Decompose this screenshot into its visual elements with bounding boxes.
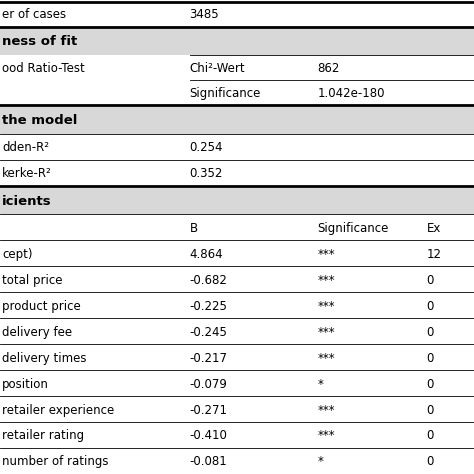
Text: 1.042e-180: 1.042e-180 <box>318 87 385 100</box>
Text: -0.271: -0.271 <box>190 403 228 417</box>
Text: 12: 12 <box>427 248 442 261</box>
Text: delivery fee: delivery fee <box>2 326 73 338</box>
Text: B: B <box>190 222 198 235</box>
Bar <box>0 188 474 214</box>
Text: 0: 0 <box>427 403 434 417</box>
Text: 4.864: 4.864 <box>190 248 223 261</box>
Text: ***: *** <box>318 326 335 338</box>
Text: -0.682: -0.682 <box>190 274 228 287</box>
Bar <box>0 28 474 55</box>
Text: Ex: Ex <box>427 222 441 235</box>
Text: retailer experience: retailer experience <box>2 403 115 417</box>
Text: *: * <box>318 456 323 468</box>
Text: kerke-R²: kerke-R² <box>2 167 52 180</box>
Text: ***: *** <box>318 403 335 417</box>
Text: 0: 0 <box>427 300 434 313</box>
Text: retailer rating: retailer rating <box>2 429 84 442</box>
Text: 0: 0 <box>427 378 434 391</box>
Text: 0: 0 <box>427 352 434 365</box>
Text: ***: *** <box>318 429 335 442</box>
Text: cept): cept) <box>2 248 33 261</box>
Text: *: * <box>318 378 323 391</box>
Text: -0.081: -0.081 <box>190 456 228 468</box>
Text: 0.254: 0.254 <box>190 141 223 155</box>
Text: -0.245: -0.245 <box>190 326 228 338</box>
Text: delivery times: delivery times <box>2 352 87 365</box>
Text: position: position <box>2 378 49 391</box>
Text: Chi²-Wert: Chi²-Wert <box>190 62 245 75</box>
Text: 0: 0 <box>427 326 434 338</box>
Text: -0.410: -0.410 <box>190 429 228 442</box>
Text: -0.225: -0.225 <box>190 300 228 313</box>
Text: total price: total price <box>2 274 63 287</box>
Text: 0: 0 <box>427 456 434 468</box>
Text: dden-R²: dden-R² <box>2 141 49 155</box>
Text: 0: 0 <box>427 274 434 287</box>
Text: the model: the model <box>2 114 78 127</box>
Text: icients: icients <box>2 194 52 208</box>
Text: Significance: Significance <box>190 87 261 100</box>
Text: number of ratings: number of ratings <box>2 456 109 468</box>
Text: 0: 0 <box>427 429 434 442</box>
Bar <box>0 107 474 134</box>
Text: 0.352: 0.352 <box>190 167 223 180</box>
Text: ***: *** <box>318 352 335 365</box>
Text: Significance: Significance <box>318 222 389 235</box>
Text: 3485: 3485 <box>190 8 219 21</box>
Text: er of cases: er of cases <box>2 8 66 21</box>
Text: ***: *** <box>318 300 335 313</box>
Text: ***: *** <box>318 248 335 261</box>
Text: ness of fit: ness of fit <box>2 35 78 48</box>
Text: ood Ratio-Test: ood Ratio-Test <box>2 62 85 75</box>
Text: -0.217: -0.217 <box>190 352 228 365</box>
Text: product price: product price <box>2 300 81 313</box>
Text: ***: *** <box>318 274 335 287</box>
Text: 862: 862 <box>318 62 340 75</box>
Text: -0.079: -0.079 <box>190 378 228 391</box>
